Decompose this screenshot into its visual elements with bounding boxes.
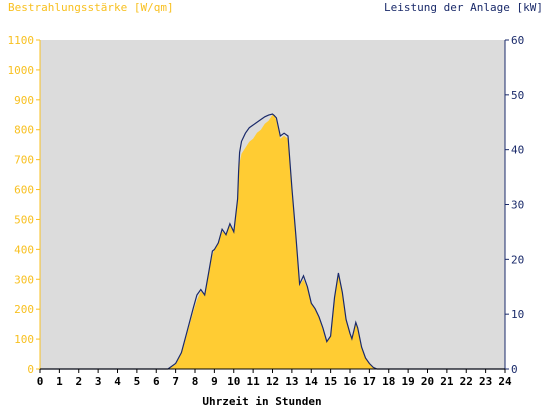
right-tick-label: 0 <box>511 363 518 376</box>
x-tick-label: 11 <box>247 375 261 388</box>
x-tick-label: 5 <box>134 375 141 388</box>
x-tick-label: 14 <box>305 375 319 388</box>
right-tick-label: 20 <box>511 253 524 266</box>
x-tick-label: 6 <box>153 375 160 388</box>
x-tick-label: 21 <box>440 375 454 388</box>
x-tick-label: 13 <box>285 375 298 388</box>
left-tick-label: 1100 <box>8 34 35 47</box>
x-tick-label: 23 <box>479 375 492 388</box>
left-tick-label: 800 <box>14 124 34 137</box>
x-tick-label: 18 <box>382 375 395 388</box>
left-tick-label: 600 <box>14 184 34 197</box>
left-tick-label: 300 <box>14 273 34 286</box>
irradiance-area <box>167 114 399 369</box>
x-tick-label: 24 <box>498 375 512 388</box>
right-tick-label: 30 <box>511 199 524 212</box>
x-tick-label: 10 <box>227 375 240 388</box>
x-tick-label: 16 <box>343 375 357 388</box>
right-tick-label: 60 <box>511 34 524 47</box>
x-tick-label: 1 <box>56 375 63 388</box>
x-tick-label: 12 <box>266 375 279 388</box>
x-tick-label: 22 <box>460 375 473 388</box>
x-tick-label: 15 <box>324 375 337 388</box>
x-tick-label: 0 <box>37 375 44 388</box>
left-tick-label: 500 <box>14 213 34 226</box>
x-tick-label: 9 <box>211 375 218 388</box>
right-tick-label: 40 <box>511 144 524 157</box>
left-tick-label: 1000 <box>8 64 35 77</box>
x-tick-label: 3 <box>95 375 102 388</box>
right-tick-label: 50 <box>511 89 524 102</box>
x-tick-label: 7 <box>172 375 179 388</box>
x-tick-label: 4 <box>114 375 121 388</box>
x-tick-label: 2 <box>75 375 82 388</box>
left-axis-title: Bestrahlungsstärke [W/qm] <box>8 1 174 14</box>
left-tick-label: 400 <box>14 243 34 256</box>
x-axis-title: Uhrzeit in Stunden <box>202 395 321 408</box>
left-tick-label: 700 <box>14 154 34 167</box>
left-tick-label: 200 <box>14 303 34 316</box>
power-line <box>40 113 505 370</box>
right-tick-label: 10 <box>511 308 524 321</box>
left-tick-label: 100 <box>14 333 34 346</box>
x-tick-label: 17 <box>363 375 376 388</box>
x-tick-label: 19 <box>402 375 415 388</box>
x-tick-label: 8 <box>192 375 199 388</box>
x-tick-label: 20 <box>421 375 434 388</box>
right-axis-title: Leistung der Anlage [kW] <box>384 1 543 14</box>
left-tick-label: 900 <box>14 94 34 107</box>
left-tick-label: 0 <box>27 363 34 376</box>
